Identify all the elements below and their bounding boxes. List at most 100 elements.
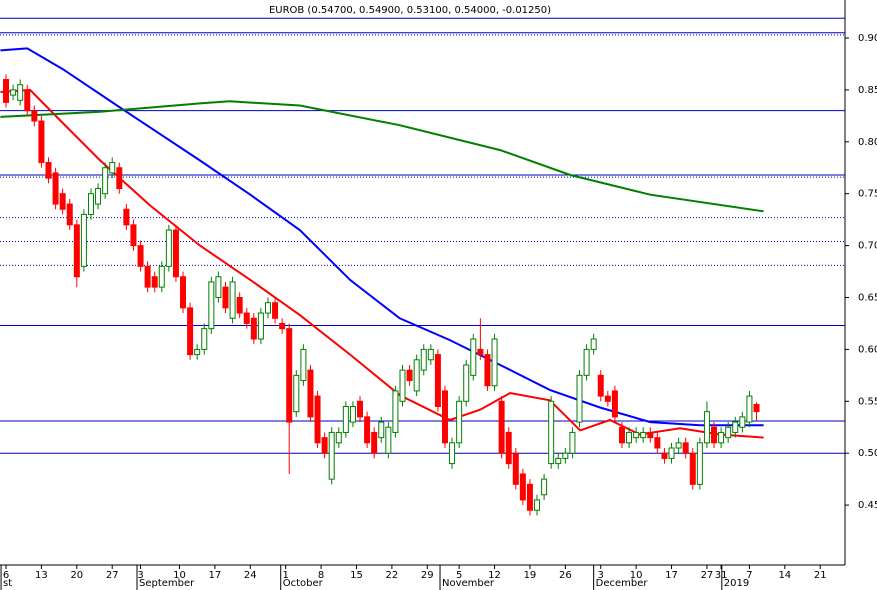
candle-body (427, 348, 434, 361)
x-tick-label: 10 (173, 570, 186, 581)
candle-body (505, 431, 512, 465)
candle-body (611, 390, 618, 418)
y-tick-label: 0.65 (858, 292, 877, 303)
candle-body (682, 442, 689, 454)
candle-body (165, 229, 172, 267)
x-tick-label: 29 (421, 570, 434, 581)
month-label: 2019 (724, 578, 749, 589)
month-label: December (596, 578, 649, 589)
y-tick-label: 0.45 (858, 500, 877, 511)
month-label: st (3, 578, 12, 589)
candle-body (314, 395, 321, 444)
candle-body (201, 328, 208, 350)
x-tick-label: 15 (350, 570, 363, 581)
candle-body (279, 322, 286, 330)
candle-body (180, 276, 187, 309)
candle-body (470, 338, 477, 376)
candle-body (420, 348, 427, 371)
candle-body (562, 452, 569, 459)
candle-body (250, 317, 257, 340)
candle-body (335, 431, 342, 444)
y-tick-label: 0.55 (858, 396, 877, 407)
candle-body (3, 79, 10, 103)
candle-body (618, 426, 625, 444)
candle-body (307, 369, 314, 418)
candle-body (491, 338, 498, 387)
candle-body (604, 395, 611, 402)
x-tick-label: 8 (318, 570, 324, 581)
candle-body (746, 395, 753, 423)
candle-body (597, 374, 604, 397)
candle-body (555, 457, 562, 465)
x-tick-label: 12 (488, 570, 501, 581)
candle-body (725, 426, 732, 439)
candle-body (10, 89, 17, 96)
candle-body (675, 442, 682, 449)
candle-body (689, 452, 696, 485)
candle-body (52, 172, 59, 205)
candle-body (208, 281, 215, 330)
x-tick-label: 27 (701, 570, 714, 581)
moving-average-line (0, 100, 764, 213)
x-tick-label: 17 (665, 570, 678, 581)
candle-body (647, 431, 654, 439)
candle-body (116, 167, 123, 190)
candle-body (24, 89, 31, 112)
candle-body (349, 405, 356, 423)
y-tick-label: 0.75 (858, 189, 877, 200)
candle-body (583, 348, 590, 376)
candle-body (569, 431, 576, 454)
month-label: November (442, 578, 495, 589)
x-tick-label: 24 (244, 570, 257, 581)
y-tick-label: 0.85 (858, 85, 877, 96)
candle-body (158, 265, 165, 288)
x-tick-label: 3 (137, 570, 143, 581)
candle-body (626, 431, 633, 444)
candle-body (413, 359, 420, 392)
candle-body (434, 354, 441, 407)
candle-body (357, 400, 364, 418)
candle-body (286, 328, 293, 423)
candle-body (215, 276, 222, 298)
candle-body (102, 167, 109, 195)
moving-average-line (0, 47, 764, 427)
candle-body (463, 364, 470, 402)
candle-body (130, 224, 137, 247)
candle-body (711, 426, 718, 444)
candle-body (703, 411, 710, 444)
candle-body (264, 302, 271, 314)
candle-body (449, 442, 456, 465)
candle-body (151, 276, 158, 288)
month-label: October (283, 578, 324, 589)
candle-body (31, 110, 38, 122)
candle-body (38, 120, 45, 164)
candle-body (498, 400, 505, 454)
candle-body (477, 348, 484, 356)
candle-body (123, 208, 130, 226)
month-label: September (139, 578, 195, 589)
candle-body (194, 348, 201, 356)
candle-body (378, 421, 385, 439)
y-tick-label: 0.60 (858, 344, 877, 355)
candle-body (80, 213, 87, 267)
x-tick-label: 22 (386, 570, 399, 581)
candle-body (300, 348, 307, 382)
candle-body (45, 162, 52, 179)
candle-body (342, 405, 349, 433)
x-tick-label: 17 (209, 570, 222, 581)
candle-body (576, 374, 583, 423)
candle-body (633, 431, 640, 439)
y-tick-label: 0.70 (858, 241, 877, 252)
x-tick-label: 1 (282, 570, 288, 581)
x-tick-label: 7 (746, 570, 752, 581)
candle-body (95, 188, 102, 205)
candle-body (222, 286, 229, 309)
candle-body (236, 296, 243, 314)
x-tick-label: 20 (70, 570, 83, 581)
candle-body (753, 403, 760, 413)
candle-body (371, 431, 378, 454)
candle-body (137, 245, 144, 267)
candle-body (732, 421, 739, 433)
